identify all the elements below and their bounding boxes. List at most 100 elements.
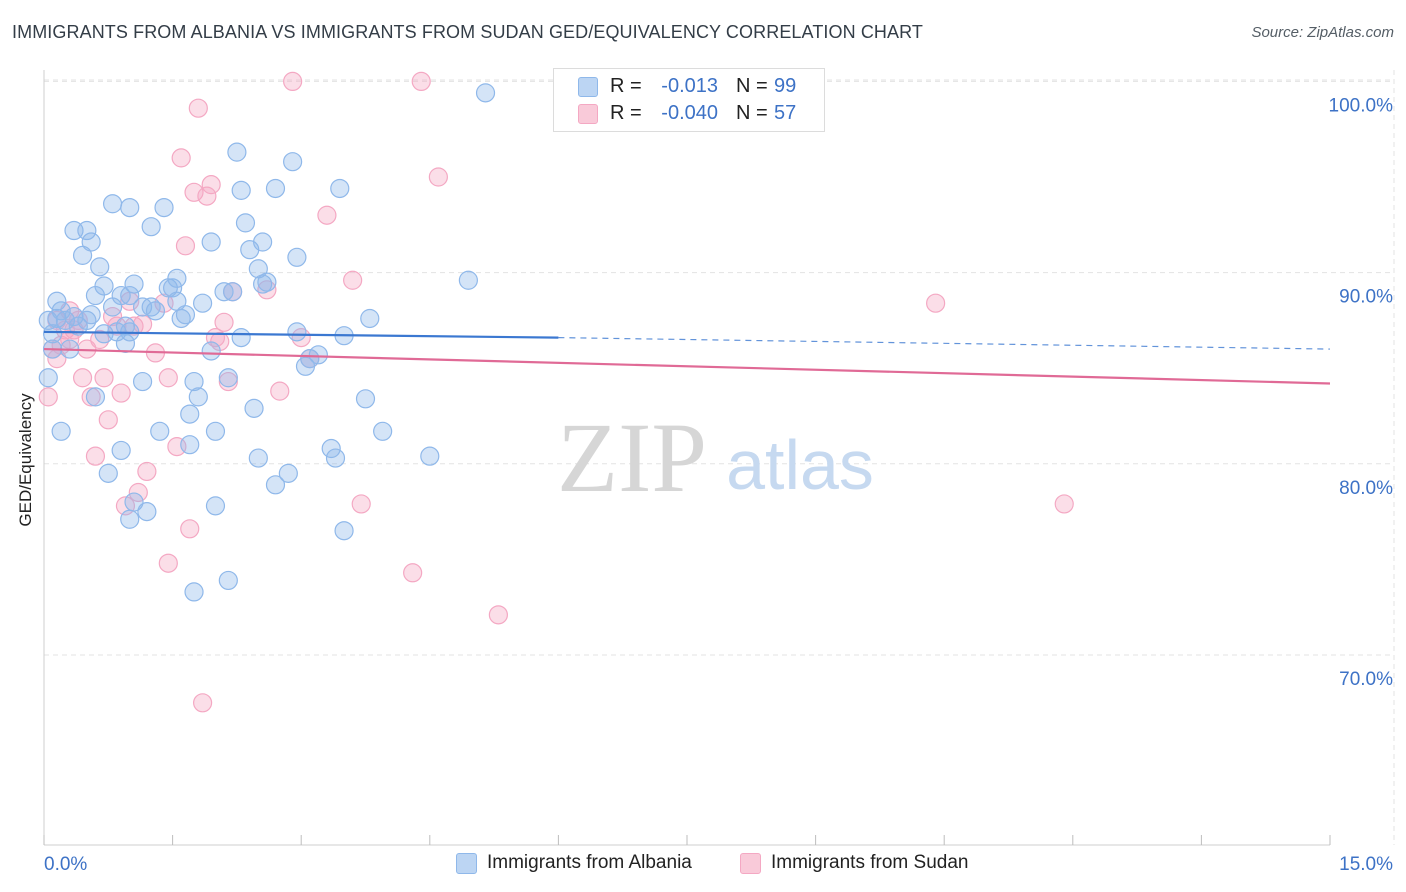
data-point-sudan xyxy=(85,446,106,466)
data-point-sudan xyxy=(94,368,114,388)
data-point-albania xyxy=(321,438,341,459)
trend-line-albania-extension xyxy=(558,337,1331,350)
data-point-albania xyxy=(218,570,238,591)
data-point-albania xyxy=(257,272,277,292)
data-point-albania xyxy=(184,582,204,602)
data-point-albania xyxy=(231,328,251,348)
data-point-sudan xyxy=(111,383,131,403)
data-point-albania xyxy=(287,247,307,267)
data-point-albania xyxy=(77,220,97,241)
data-point-albania xyxy=(72,245,93,265)
data-point-albania xyxy=(81,305,101,325)
watermark: ZIP atlas xyxy=(557,402,874,513)
data-point-albania xyxy=(334,521,354,541)
chart-title: IMMIGRANTS FROM ALBANIA VS IMMIGRANTS FR… xyxy=(12,22,923,42)
data-point-albania xyxy=(373,421,393,441)
data-point-sudan xyxy=(81,387,101,407)
data-point-sudan xyxy=(351,494,371,514)
data-point-albania xyxy=(85,387,106,407)
sudan-swatch xyxy=(578,104,598,124)
data-point-albania xyxy=(308,345,328,365)
data-point-albania xyxy=(38,368,58,388)
data-point-sudan xyxy=(158,368,178,388)
data-point-sudan xyxy=(175,236,196,256)
data-point-albania xyxy=(102,194,123,214)
data-point-albania xyxy=(458,270,478,290)
r-value: -0.040 xyxy=(661,102,718,124)
source-label: Source: ZipAtlas.com xyxy=(1251,24,1394,41)
data-point-sudan xyxy=(283,71,303,92)
n-label: N = xyxy=(736,102,768,124)
data-point-albania xyxy=(132,371,153,392)
data-point-albania xyxy=(355,389,376,409)
data-point-sudan xyxy=(158,553,178,573)
data-point-albania xyxy=(141,217,161,237)
data-point-albania xyxy=(201,232,221,252)
data-point-albania xyxy=(175,305,196,325)
gridlines xyxy=(44,70,1395,845)
data-point-sudan xyxy=(188,98,208,118)
n-label: N = xyxy=(736,75,768,97)
data-point-albania xyxy=(154,197,174,218)
stats-legend: R = -0.013 N = 99 R = -0.040 N = 57 xyxy=(553,68,825,132)
data-point-albania xyxy=(265,475,286,495)
data-point-albania xyxy=(287,322,307,342)
data-point-albania xyxy=(244,398,264,418)
data-point-sudan xyxy=(197,186,217,206)
data-point-albania xyxy=(283,152,303,172)
sudan-legend-swatch xyxy=(740,853,761,874)
data-point-sudan xyxy=(171,148,191,168)
watermark-atlas: atlas xyxy=(726,426,874,504)
data-point-albania xyxy=(98,463,118,483)
data-point-albania xyxy=(137,502,157,522)
data-point-sudan xyxy=(201,175,221,195)
x-tick-label-max: 15.0% xyxy=(1339,854,1393,875)
data-point-albania xyxy=(235,213,256,233)
watermark-zip: ZIP xyxy=(557,402,707,513)
trend-line-sudan xyxy=(43,347,1331,385)
r-label: R = xyxy=(610,102,642,124)
data-point-sudan xyxy=(98,410,118,430)
data-point-sudan xyxy=(317,205,337,225)
r-value: -0.013 xyxy=(661,75,718,97)
data-point-sudan xyxy=(72,368,93,388)
data-point-albania xyxy=(47,291,67,311)
data-point-albania xyxy=(120,285,140,306)
data-point-albania xyxy=(111,440,131,461)
data-point-albania xyxy=(227,142,247,162)
data-point-albania xyxy=(124,492,144,512)
data-point-sudan xyxy=(926,293,946,313)
data-point-sudan xyxy=(270,381,290,401)
data-point-albania xyxy=(475,83,496,103)
data-point-albania xyxy=(265,178,286,199)
axes xyxy=(43,70,1331,846)
tick-labels: 70.0% 80.0% 90.0% 100.0% 0.0% 15.0% xyxy=(44,95,1393,875)
trend-lines xyxy=(43,330,1331,385)
data-point-albania xyxy=(253,232,273,252)
data-point-albania xyxy=(330,178,350,199)
data-point-albania xyxy=(42,324,63,344)
data-point-albania xyxy=(278,463,298,483)
data-point-sudan xyxy=(180,519,200,539)
y-tick-label: 100.0% xyxy=(1329,95,1394,116)
data-point-albania xyxy=(231,180,251,200)
data-point-albania xyxy=(120,509,140,529)
r-label: R = xyxy=(610,75,642,97)
data-point-albania xyxy=(167,268,187,288)
data-point-albania xyxy=(193,293,213,313)
data-point-albania xyxy=(150,421,170,441)
data-point-sudan xyxy=(137,461,157,482)
data-point-albania xyxy=(90,257,110,277)
data-point-albania xyxy=(180,404,200,424)
data-point-albania xyxy=(218,368,238,388)
data-point-albania xyxy=(145,301,166,321)
data-point-albania xyxy=(124,274,144,294)
data-point-sudan xyxy=(128,482,148,503)
data-point-albania xyxy=(325,448,346,468)
n-value: 57 xyxy=(774,102,797,124)
data-point-albania xyxy=(205,496,226,516)
data-point-sudan xyxy=(343,270,363,290)
y-tick-label: 70.0% xyxy=(1339,669,1393,690)
legend-label-sudan: Immigrants from Sudan xyxy=(771,852,969,873)
albania-swatch xyxy=(578,77,598,97)
